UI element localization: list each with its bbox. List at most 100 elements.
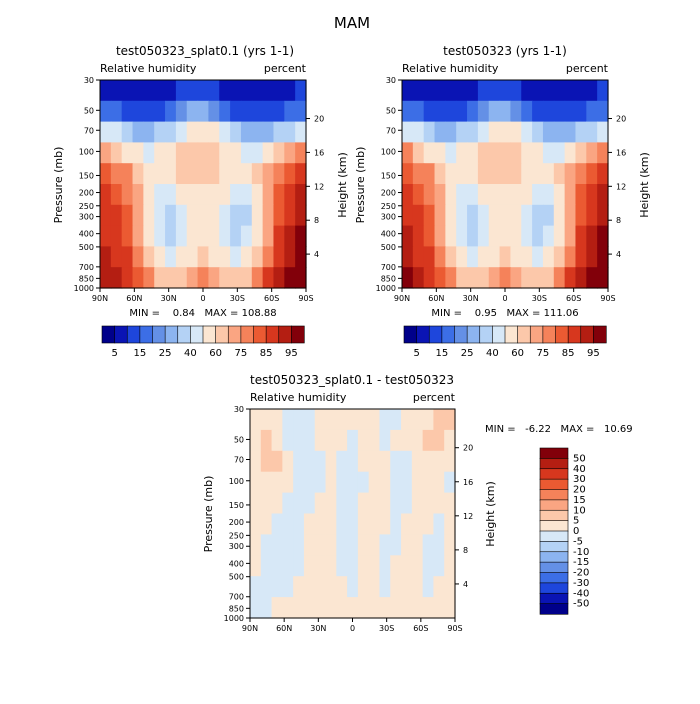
- y-right-tick-label: 20: [463, 444, 473, 453]
- contour-cell: [411, 534, 424, 556]
- contour-cell: [433, 409, 445, 431]
- contour-cell: [357, 409, 370, 431]
- contour-cell: [368, 534, 381, 556]
- contour-cell: [542, 121, 555, 143]
- contour-cell: [208, 80, 220, 102]
- contour-cell: [412, 246, 425, 268]
- y-axis-label: Pressure (mb): [202, 476, 215, 553]
- contour-cell: [444, 409, 456, 431]
- y-tick-label: 100: [229, 477, 244, 486]
- y-tick-label: 50: [84, 106, 94, 115]
- contour-cell: [208, 163, 220, 185]
- contour-cell: [488, 184, 501, 206]
- contour-cell: [499, 80, 512, 102]
- colorbar-label: -20: [573, 568, 589, 579]
- contour-cell: [154, 100, 166, 123]
- contour-cell: [488, 142, 501, 164]
- contour-cell: [219, 225, 231, 247]
- contour-cell: [273, 163, 285, 185]
- contour-cell: [521, 163, 533, 185]
- contour-cell: [314, 471, 327, 494]
- contour-cell: [532, 267, 544, 289]
- panel-splat: test050323_splat0.1 (yrs 1-1) Relative h…: [52, 44, 349, 359]
- contour-cell: [282, 450, 294, 473]
- colorbar-label: -50: [573, 599, 589, 610]
- colorbar-label: -30: [573, 578, 589, 589]
- contour-cell: [100, 100, 112, 123]
- contour-cell: [100, 163, 112, 185]
- y-tick-label: 100: [79, 147, 94, 156]
- contour-cell: [445, 100, 457, 123]
- contour-cell: [423, 142, 436, 164]
- contour-cell: [132, 80, 144, 102]
- contour-cell: [262, 204, 275, 227]
- contour-cell: [586, 163, 598, 185]
- contour-cell: [284, 100, 296, 123]
- contour-cell: [402, 80, 414, 102]
- colorbar-swatch: [539, 499, 569, 511]
- contour-cell: [303, 597, 316, 619]
- contour-cell: [521, 121, 533, 143]
- contour-cell: [143, 184, 155, 206]
- colorbar-label: 30: [573, 474, 586, 485]
- contour-cell: [110, 267, 123, 289]
- contour-cell: [240, 246, 253, 268]
- contour-cell: [282, 471, 294, 494]
- contour-cell: [143, 225, 155, 247]
- y-tick-label: 500: [381, 243, 396, 252]
- y-tick-label: 400: [229, 559, 244, 568]
- contour-cell: [251, 225, 264, 247]
- contour-cell: [444, 597, 456, 619]
- contour-cell: [250, 492, 262, 515]
- contour-cell: [282, 409, 294, 431]
- contour-cell: [433, 450, 445, 473]
- contour-cell: [402, 204, 414, 227]
- x-tick-label: 60S: [413, 624, 428, 633]
- colorbar-swatch: [539, 509, 569, 522]
- contour-cell: [575, 267, 587, 289]
- contour-cell: [197, 80, 210, 102]
- contour-cell: [251, 100, 264, 123]
- contour-cell: [423, 100, 436, 123]
- contour-cell: [197, 121, 210, 143]
- contour-cell: [412, 163, 425, 185]
- y-tick-label: 850: [79, 274, 94, 283]
- contour-cell: [230, 204, 242, 227]
- contour-cell: [510, 163, 522, 185]
- contour-cell: [273, 225, 285, 247]
- contour-cell: [186, 142, 199, 164]
- contour-cell: [143, 267, 155, 289]
- contour-cell: [402, 267, 414, 289]
- contour-cell: [336, 492, 348, 515]
- contour-cell: [165, 204, 177, 227]
- contour-cell: [586, 225, 598, 247]
- contour-cell: [251, 80, 264, 102]
- colorbar-swatch: [190, 325, 204, 344]
- contour-cell: [357, 597, 370, 619]
- contour-cell: [575, 121, 587, 143]
- colorbar-label: 85: [260, 348, 273, 359]
- contour-cell: [412, 142, 425, 164]
- colorbar-swatch: [539, 561, 569, 574]
- contour-cell: [423, 267, 436, 289]
- panel-difference: test050323_splat0.1 - test050323 Relativ…: [202, 373, 633, 633]
- contour-cell: [273, 246, 285, 268]
- contour-cell: [295, 121, 307, 143]
- y-right-tick-label: 16: [616, 148, 626, 157]
- x-tick-label: 60N: [126, 294, 142, 303]
- colorbar-swatch: [539, 520, 569, 532]
- contour-cell: [412, 267, 425, 289]
- contour-cell: [433, 513, 445, 535]
- contour-cell: [444, 471, 456, 494]
- contour-cell: [132, 246, 144, 268]
- colorbar-swatch: [539, 582, 569, 594]
- contour-cell: [456, 163, 468, 185]
- contour-cell: [586, 246, 598, 268]
- contour-cell: [100, 121, 112, 143]
- contour-cell: [575, 100, 587, 123]
- contour-cell: [303, 409, 316, 431]
- contour-cell: [510, 80, 522, 102]
- contour-cell: [510, 225, 522, 247]
- colorbar-swatch: [454, 325, 468, 344]
- contour-cell: [262, 121, 275, 143]
